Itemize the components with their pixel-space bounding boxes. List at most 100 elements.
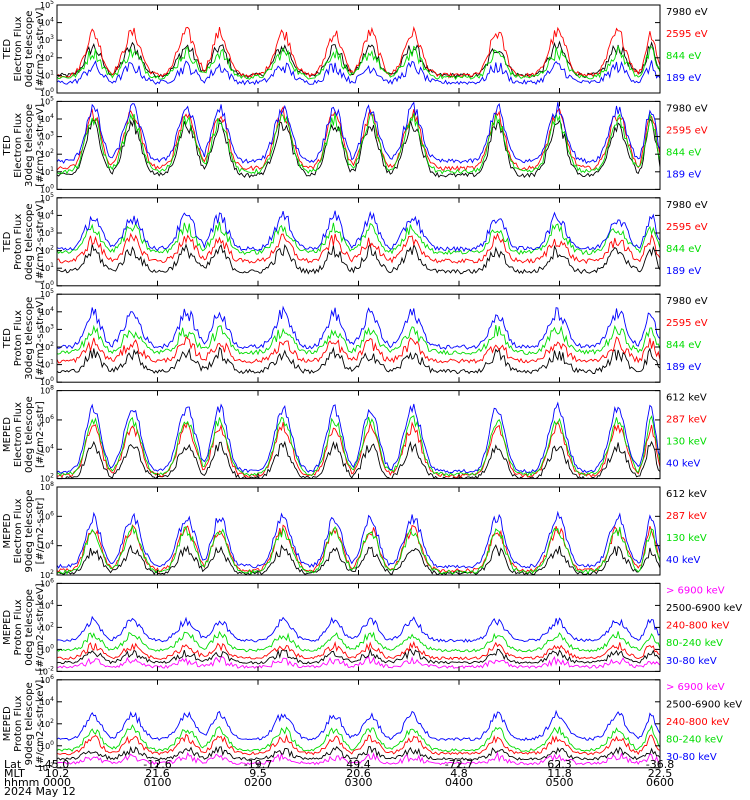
legend-entry: 287 keV <box>666 511 707 522</box>
y-tick-label: 105 <box>40 0 54 10</box>
series-line-287-kev <box>57 420 660 478</box>
legend-entry: 240-800 keV <box>666 717 730 728</box>
panel-frame <box>56 100 661 190</box>
panel-4: 100 101 102 103 104 105 TED Proton Flux 30deg te… <box>2 288 708 387</box>
x-tick-mlt: 22.5 <box>648 767 673 780</box>
y-axis-title-line: Proton Flux <box>13 214 24 270</box>
series-line-844-ev <box>57 324 660 356</box>
y-tick-label: 106 <box>40 510 54 521</box>
legend-entry: 2595 eV <box>666 222 708 233</box>
x-tick-hhmm: 0000 <box>43 776 71 789</box>
x-tick-hhmm: 0300 <box>345 776 373 789</box>
legend-entry: 80-240 keV <box>666 638 723 649</box>
y-tick-label: 104 <box>40 443 54 454</box>
y-tick-label: 10-2 <box>38 665 54 676</box>
y-tick-label: 104 <box>40 209 54 220</box>
legend-entry: 130 keV <box>666 437 707 448</box>
y-axis-title-line: Electron Flux <box>13 402 24 467</box>
y-axis-title-line: TED <box>2 328 13 349</box>
x-axis-row-label: MLT <box>4 767 25 780</box>
legend-entry: 844 eV <box>666 51 701 62</box>
y-tick-label: 100 <box>40 643 54 654</box>
y-tick-label: 102 <box>40 341 54 352</box>
legend-entry: 189 eV <box>666 73 701 84</box>
y-tick-label: 104 <box>40 599 54 610</box>
panel-frame <box>56 390 661 480</box>
panel-series-group <box>57 615 660 669</box>
y-axis-title-line: 0deg telescope <box>24 589 35 666</box>
series-line-189-ev <box>57 210 660 252</box>
y-tick-label: 100 <box>40 87 54 98</box>
legend-entry: 189 eV <box>666 266 701 277</box>
y-axis-title-line: 30deg telescope <box>24 297 35 380</box>
panel-series-group <box>57 510 660 575</box>
y-axis-title-line: [#/cm2-s-str] <box>35 497 46 564</box>
legend-entry: 30-80 keV <box>666 656 717 667</box>
legend-entry: 844 eV <box>666 244 701 255</box>
y-tick-label: 105 <box>40 288 54 299</box>
panel-series-group <box>57 305 660 375</box>
panel-6: 102 104 106 108 MEPED Electron Flux 90deg tele… <box>2 481 707 580</box>
x-tick-mlt: 9.5 <box>249 767 267 780</box>
y-tick-label: 102 <box>40 148 54 159</box>
legend-entry: 130 keV <box>666 533 707 544</box>
panel-2: 100 101 102 103 104 105 TED Electron Flux 30deg … <box>2 95 708 194</box>
y-axis-title-line: 0deg telescope <box>24 396 35 473</box>
y-axis-title-line: [#/cm2-s-str-eV] <box>35 297 46 380</box>
series-line--6900-kev <box>57 656 660 669</box>
series-line-30-80-kev <box>57 709 660 742</box>
legend-entry: 40 keV <box>666 555 700 566</box>
y-axis-title-line: Electron Flux <box>13 113 24 178</box>
y-tick-label: 100 <box>40 740 54 751</box>
y-tick-label: 100 <box>40 280 54 291</box>
legend-entry: 2595 eV <box>666 318 708 329</box>
y-tick-label: 102 <box>40 245 54 256</box>
legend-entry: 30-80 keV <box>666 752 717 763</box>
x-tick-lat: -72.7 <box>445 758 473 771</box>
series-line-40-kev <box>57 510 660 569</box>
y-axis-title-line: [#/cm2-s-str-eV] <box>35 200 46 283</box>
series-line-2595-ev <box>57 105 660 172</box>
y-tick-label: 104 <box>40 113 54 124</box>
y-tick-label: 106 <box>40 577 54 588</box>
series-line-40-kev <box>57 401 660 474</box>
y-axis-title-line: 90deg telescope <box>24 682 35 765</box>
x-tick-lat: 49.4 <box>346 758 371 771</box>
x-tick-lat: 62.3 <box>547 758 572 771</box>
legend-entry: > 6900 keV <box>666 585 725 596</box>
legend-entry: 189 eV <box>666 362 701 373</box>
panel-7: 10-2 100 102 104 106 MEPED Proton Flux 0deg tel… <box>2 577 742 676</box>
y-axis-title-line: Electron Flux <box>13 16 24 81</box>
x-tick-hhmm: 0600 <box>646 776 674 789</box>
x-axis-row-label: hhmm <box>4 776 39 789</box>
series-line-844-ev <box>57 45 660 80</box>
y-tick-label: 102 <box>40 621 54 632</box>
y-tick-label: 101 <box>40 359 54 370</box>
panel-3: 100 101 102 103 104 105 TED Proton Flux 0deg tel… <box>2 192 708 291</box>
y-axis-title-line: Electron Flux <box>13 498 24 563</box>
legend-entry: 287 keV <box>666 415 707 426</box>
legend-entry: 80-240 keV <box>666 735 723 746</box>
y-axis-title-line: [#/cm2-s-str-eV] <box>35 104 46 187</box>
x-tick-lat: 45.0 <box>45 758 70 771</box>
y-tick-label: 103 <box>40 131 54 142</box>
y-tick-label: 102 <box>40 718 54 729</box>
x-tick-mlt: 10.2 <box>45 767 70 780</box>
y-tick-label: 101 <box>40 262 54 273</box>
legend-entry: 7980 eV <box>666 103 708 114</box>
y-tick-label: 104 <box>40 306 54 317</box>
series-line-240-800-kev <box>57 733 660 756</box>
x-tick-hhmm: 0500 <box>546 776 574 789</box>
y-axis-title-line: [#/cm2-s-str-eV] <box>35 8 46 91</box>
y-tick-label: 104 <box>40 17 54 28</box>
y-axis-title-line: TED <box>2 135 13 156</box>
y-axis-title-line: MEPED <box>2 706 13 741</box>
x-tick-hhmm: 0100 <box>144 776 172 789</box>
y-tick-label: 102 <box>40 473 54 484</box>
legend-entry: 612 keV <box>666 489 707 500</box>
y-axis-title-line: MEPED <box>2 417 13 452</box>
panel-series-group <box>57 401 660 479</box>
date-label: 2024 May 12 <box>4 785 76 798</box>
x-tick-hhmm: 0200 <box>244 776 272 789</box>
